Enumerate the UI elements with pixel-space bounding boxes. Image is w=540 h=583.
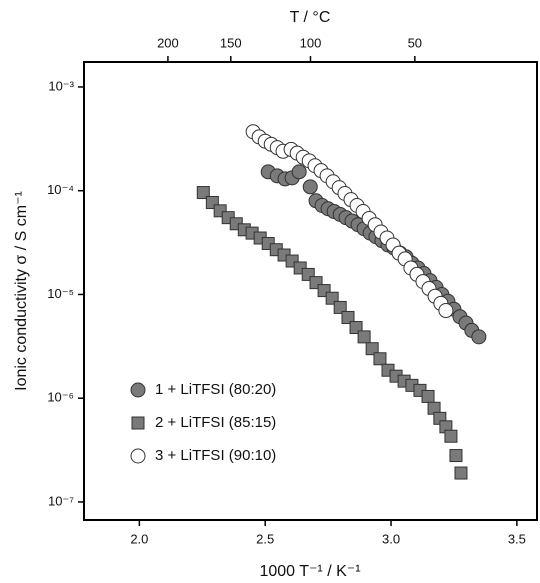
y-tick-label: 10⁻⁷ (48, 493, 74, 508)
x2-tick-label: 200 (157, 35, 179, 50)
data-point (421, 389, 435, 403)
data-point (444, 429, 458, 443)
x-tick-label: 3.0 (382, 531, 400, 546)
data-point (333, 300, 347, 314)
legend-label: 3 + LiTFSI (90:10) (155, 447, 276, 464)
plot-frame (83, 61, 538, 521)
y-axis-title: Ionic conductivity σ / S cm⁻¹ (13, 191, 30, 391)
data-point (196, 186, 210, 200)
legend-marker (131, 416, 145, 430)
data-point (302, 179, 318, 195)
x-tick-label: 2.0 (130, 531, 148, 546)
y-tick-label: 10⁻⁴ (47, 182, 74, 197)
x2-tick-label: 50 (408, 35, 422, 50)
x2-axis-title: T / °C (290, 9, 331, 26)
x-axis-title: 1000 T⁻¹ / K⁻¹ (259, 563, 360, 580)
data-point (471, 329, 487, 345)
x-tick-label: 3.5 (508, 531, 526, 546)
data-point (454, 466, 468, 480)
legend-marker (130, 448, 146, 464)
x2-tick-label: 100 (300, 35, 322, 50)
data-point (438, 303, 454, 319)
x2-tick-label: 150 (220, 35, 242, 50)
data-point (449, 449, 463, 463)
y-tick-label: 10⁻³ (48, 78, 74, 93)
data-point (341, 310, 355, 324)
y-tick-label: 10⁻⁶ (47, 390, 74, 405)
y-tick-label: 10⁻⁵ (47, 286, 74, 301)
legend-label: 1 + LiTFSI (80:20) (155, 381, 276, 398)
data-point (373, 352, 387, 366)
data-point (365, 342, 379, 356)
legend-marker (130, 382, 146, 398)
data-point (357, 330, 371, 344)
x-tick-label: 2.5 (256, 531, 274, 546)
data-point (291, 164, 307, 180)
legend-label: 2 + LiTFSI (85:15) (155, 414, 276, 431)
